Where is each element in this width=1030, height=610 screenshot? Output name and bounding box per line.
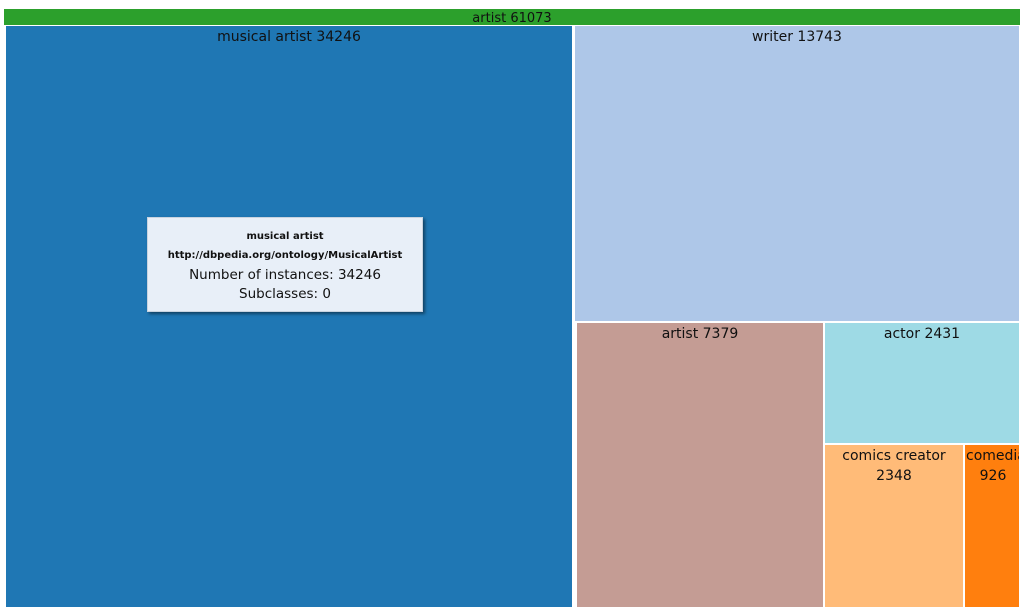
- treemap-cell-comics-creator[interactable]: comics creator 2348: [824, 444, 964, 608]
- comics-creator-label: comics creator: [842, 448, 946, 464]
- treemap-cell-musical-artist[interactable]: musical artist 34246: [5, 25, 573, 608]
- comedian-label: comedian: [966, 448, 1019, 464]
- treemap-cell-actor[interactable]: actor 2431: [824, 322, 1020, 444]
- musical-artist-label: musical artist 34246: [217, 29, 361, 45]
- tooltip-subclasses: Subclasses: 0: [239, 286, 331, 302]
- writer-label: writer 13743: [752, 29, 842, 45]
- artist-label: artist 7379: [661, 326, 739, 342]
- treemap-root-artist[interactable]: artist 61073: [4, 9, 1020, 25]
- hover-tooltip: musical artist http://dbpedia.org/ontolo…: [147, 217, 423, 312]
- treemap-cell-artist[interactable]: artist 7379: [576, 322, 824, 608]
- tooltip-uri: http://dbpedia.org/ontology/MusicalArtis…: [167, 250, 403, 261]
- root-label: artist 61073: [472, 11, 552, 26]
- tooltip-title: musical artist: [246, 231, 324, 242]
- actor-label: actor 2431: [883, 326, 961, 342]
- treemap-cell-comedian[interactable]: comedian 926: [964, 444, 1020, 608]
- comics-creator-value: 2348: [876, 468, 912, 484]
- comedian-value: 926: [979, 468, 1007, 484]
- tooltip-instances: Number of instances: 34246: [189, 267, 381, 283]
- treemap-cell-writer[interactable]: writer 13743: [574, 25, 1020, 322]
